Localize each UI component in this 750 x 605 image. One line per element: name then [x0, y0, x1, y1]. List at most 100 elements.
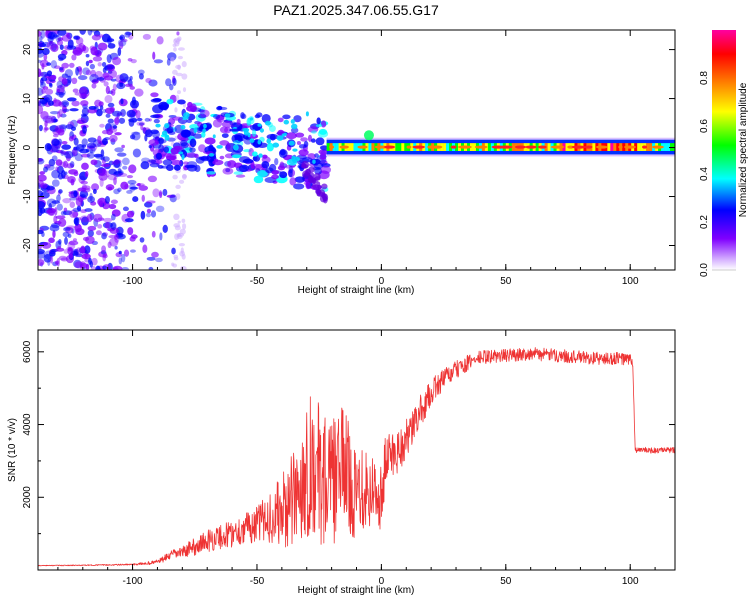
spectrogram-cell	[169, 83, 174, 91]
spectrogram-band-cell	[425, 143, 429, 151]
colorbar-tick-label: 0.6	[699, 119, 710, 133]
spectrogram-cell	[118, 250, 122, 255]
spectrogram-cell	[110, 199, 118, 205]
spectrogram-cell	[119, 73, 129, 82]
spectrogram-cell	[85, 235, 95, 245]
spectrogram-cell	[38, 207, 43, 217]
snr-xtick-label: -50	[250, 576, 265, 587]
chart-title: PAZ1.2025.347.06.55.G17	[273, 2, 439, 18]
spectrogram-cell	[314, 153, 319, 158]
spectrogram-cell	[70, 189, 79, 199]
spectrogram-cell	[247, 132, 251, 138]
spectrogram-xtick-label: -50	[250, 276, 265, 287]
snr-panel: -100 -50 0 50 100 2000 4000 6000 Height of stra…	[7, 329, 676, 596]
spectrogram-cell	[117, 187, 122, 193]
spectrogram-cell	[59, 44, 64, 50]
spectrogram-cell	[88, 105, 97, 110]
spectrogram-band-cell	[472, 143, 477, 151]
spectrogram-cell	[126, 210, 135, 218]
spectrogram-cell	[224, 113, 231, 118]
spectrogram-cell	[186, 119, 193, 123]
spectrogram-cell	[76, 143, 85, 152]
spectrogram-cell	[171, 116, 184, 121]
spectrogram-cell	[289, 177, 297, 186]
spectrogram-cell	[47, 259, 51, 266]
spectrogram-cell	[87, 30, 93, 36]
spectrogram-band-peak	[567, 145, 574, 149]
spectrogram-cell	[200, 155, 210, 162]
spectrogram-cell	[114, 132, 122, 136]
spectrogram-cell	[129, 186, 138, 190]
spectrogram-cell	[51, 99, 62, 107]
spectrogram-band-cell	[395, 143, 399, 151]
spectrogram-cell	[118, 117, 126, 124]
spectrogram-cell	[206, 171, 216, 175]
spectrogram-cell	[181, 154, 185, 160]
spectrogram-cell	[181, 218, 186, 223]
spectrogram-cell	[98, 200, 104, 208]
spectrogram-xtick-label: 50	[500, 276, 512, 287]
spectrogram-cell	[41, 62, 45, 70]
spectrogram-cell	[41, 241, 52, 249]
spectrogram-cell	[107, 36, 112, 45]
spectrogram-cell	[179, 228, 186, 235]
spectrogram-cell	[107, 118, 114, 124]
spectrogram-cell	[159, 232, 163, 241]
spectrogram-band-peak	[584, 145, 593, 149]
spectrogram-cell	[120, 38, 128, 43]
spectrogram-cell	[85, 60, 90, 67]
spectrogram-cell	[212, 159, 224, 166]
spectrogram-cell	[158, 101, 170, 111]
spectrogram-cell	[159, 191, 163, 199]
spectrogram-cell	[148, 79, 158, 87]
spectrogram-cell	[229, 121, 237, 126]
spectrogram-cell	[56, 203, 63, 211]
spectrogram-cell	[127, 179, 137, 185]
spectrogram-cell	[44, 120, 48, 128]
spectrogram-cell	[137, 182, 141, 187]
spectrogram-cell	[125, 31, 132, 36]
spectrogram-cell	[68, 253, 74, 259]
spectrogram-cell	[170, 56, 175, 62]
spectrogram-cell	[89, 63, 95, 70]
spectrogram-cell	[38, 158, 45, 165]
spectrogram-cell	[90, 159, 98, 166]
spectrogram-cell	[172, 174, 178, 180]
spectrogram-cell	[212, 134, 216, 139]
spectrogram-cell	[90, 69, 96, 78]
spectrogram-cell	[62, 231, 70, 238]
spectrogram-cell	[282, 114, 291, 120]
spectrogram-cell	[58, 124, 68, 130]
spectrogram-cell	[181, 253, 186, 260]
spectrogram-cell	[321, 183, 328, 190]
spectrogram-band-cell	[667, 143, 671, 151]
spectrogram-cell	[87, 137, 97, 143]
spectrogram-cell	[95, 265, 101, 270]
spectrogram-cell	[155, 123, 161, 128]
spectrogram-cell	[44, 88, 54, 95]
spectrogram-xtick-label: -100	[123, 276, 143, 287]
spectrogram-cell	[85, 69, 92, 76]
spectrogram-cell	[78, 67, 83, 76]
spectrogram-cell	[106, 54, 112, 64]
spectrogram-cell	[173, 47, 177, 52]
spectrogram-cell	[92, 56, 103, 62]
spectrogram-cell	[148, 118, 152, 122]
spectrogram-cell	[175, 72, 183, 77]
spectrogram-cell	[47, 31, 58, 40]
spectrogram-cell	[38, 190, 44, 198]
spectrogram-cell	[130, 234, 138, 239]
spectrogram-cell	[129, 75, 133, 81]
spectrogram-cell	[148, 159, 157, 164]
spectrogram-cell	[64, 69, 73, 78]
spectrogram-cell	[72, 50, 81, 55]
spectrogram-cell	[61, 144, 72, 150]
spectrogram-cell	[163, 152, 172, 158]
snr-xlabel: Height of straight line (km)	[298, 585, 415, 596]
spectrogram-cell	[224, 126, 232, 134]
spectrogram-cell	[177, 55, 183, 60]
spectrogram-cell	[58, 108, 63, 118]
spectrogram-cell	[194, 164, 201, 173]
spectrogram-cell	[46, 41, 56, 50]
